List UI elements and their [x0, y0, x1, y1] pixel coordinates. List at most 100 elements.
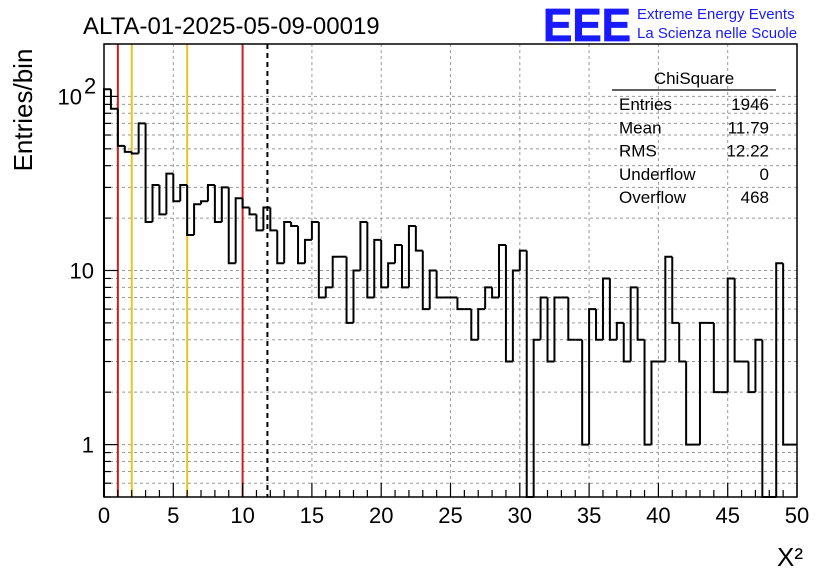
histogram-bin	[234, 197, 243, 264]
x-tick-label: 25	[438, 503, 462, 528]
histogram-bin	[317, 221, 326, 299]
histogram-bin	[414, 226, 423, 252]
x-tick-label: 0	[98, 503, 110, 528]
histogram-bin	[643, 339, 652, 446]
histogram-bin	[546, 297, 555, 363]
histogram-bin	[373, 238, 382, 298]
stats-label: Entries	[619, 95, 672, 114]
histogram-bin	[685, 361, 694, 446]
histogram-bin	[775, 262, 784, 497]
histogram-bin	[622, 322, 631, 363]
histogram-bin	[297, 226, 305, 265]
histogram-bin	[103, 88, 111, 497]
histogram-bin	[504, 245, 513, 363]
y-tick-label: 1	[82, 433, 94, 458]
stats-label: RMS	[619, 142, 657, 161]
histogram-bin	[678, 322, 687, 363]
histogram-bin	[227, 187, 236, 265]
histogram-bin	[172, 173, 181, 203]
stats-title: ChiSquare	[654, 69, 734, 88]
histogram-bin	[213, 184, 222, 223]
histogram-bin	[144, 123, 153, 223]
x-tick-label: 20	[369, 503, 393, 528]
x-tick-label: 45	[715, 503, 739, 528]
histogram-bin	[698, 321, 707, 445]
stats-label: Underflow	[619, 165, 696, 184]
histogram-bin	[248, 207, 257, 216]
chart-title: ALTA-01-2025-05-09-00019	[83, 13, 380, 40]
histogram-bin	[601, 277, 610, 340]
histogram-bin	[387, 262, 396, 288]
histogram-bin	[255, 214, 264, 232]
histogram-bin	[553, 296, 562, 362]
histogram-bin	[421, 250, 430, 311]
x-axis: 0 5 10 15 20 25 30 35 40 45 50	[98, 483, 809, 528]
x-tick-label: 40	[646, 503, 670, 528]
histogram-bin	[595, 309, 603, 341]
y-tick-label: 10	[70, 259, 94, 284]
histogram-bin	[352, 269, 361, 323]
eee-logo-line1: Extreme Energy Events	[637, 6, 795, 23]
stats-value: 11.79	[728, 118, 769, 137]
histogram-bin	[407, 225, 416, 288]
histogram-bin	[283, 220, 292, 264]
histogram-bin	[726, 277, 735, 393]
histogram-bin	[123, 145, 132, 153]
x-tick-label: 15	[300, 503, 324, 528]
histogram-bin	[532, 338, 541, 497]
histogram-bin	[109, 89, 118, 110]
histogram-bin	[151, 183, 160, 222]
histogram-bin	[636, 287, 645, 341]
histogram-bin	[200, 200, 208, 205]
histogram-bin	[477, 308, 486, 340]
stats-value: 12.22	[726, 142, 769, 161]
histogram-bin	[137, 122, 146, 154]
stats-value: 1946	[731, 95, 769, 114]
histogram-bin	[241, 198, 250, 209]
histogram-bin	[484, 286, 493, 310]
histogram-bin	[664, 255, 673, 362]
histogram-bin	[782, 263, 791, 446]
histogram-bin	[456, 297, 465, 311]
eee-logo: EEE Extreme Energy Events La Scienza nel…	[543, 0, 798, 51]
histogram-bin	[276, 230, 285, 265]
histogram-bin	[179, 183, 188, 202]
histogram-bin	[206, 183, 215, 202]
histogram-bin	[588, 308, 597, 445]
histogram-bin	[733, 278, 742, 363]
histogram-bin	[262, 206, 271, 231]
histogram-bin	[116, 108, 125, 147]
histogram-bin	[629, 286, 638, 362]
stats-box: ChiSquare Entries 1946 Mean 11.79 RMS 12.22 Un…	[612, 69, 776, 207]
histogram-bin	[428, 269, 437, 310]
stats-label: Overflow	[619, 188, 687, 207]
histogram-bin	[394, 244, 402, 264]
x-tick-label: 35	[577, 503, 601, 528]
histogram-bin	[518, 249, 527, 271]
histogram-bin	[400, 245, 409, 289]
histogram-bin	[615, 321, 624, 340]
histogram-bin	[712, 322, 721, 394]
histogram-bin	[269, 207, 278, 232]
histogram-bin	[498, 244, 506, 298]
histogram-bin	[435, 270, 444, 299]
histogram-bin	[303, 238, 312, 264]
histogram-bin	[567, 297, 576, 341]
histogram-bin	[130, 151, 139, 155]
eee-logo-line2: La Scienza nelle Scuole	[637, 25, 797, 42]
grid-lines	[104, 44, 797, 497]
histogram-bin	[331, 255, 340, 288]
histogram-bin	[193, 203, 202, 235]
stats-label: Mean	[619, 118, 662, 137]
histogram-bin	[158, 184, 167, 216]
histogram-bin	[608, 278, 617, 341]
histogram-bin	[165, 172, 174, 215]
x-tick-label: 50	[785, 503, 809, 528]
histogram-bin	[581, 339, 590, 446]
histogram-bin	[310, 220, 319, 240]
histogram-bin	[380, 239, 389, 289]
histogram-bin	[491, 287, 500, 299]
x-tick-label: 5	[167, 503, 179, 528]
histogram-bin	[761, 339, 770, 498]
